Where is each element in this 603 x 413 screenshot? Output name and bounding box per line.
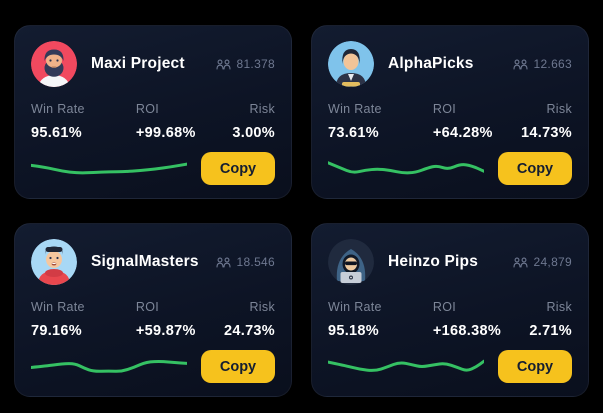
provider-name: AlphaPicks bbox=[388, 55, 474, 72]
card-header: Maxi Project 81.378 bbox=[31, 41, 275, 87]
followers-value: 24,879 bbox=[533, 255, 572, 269]
stat-win-rate: Win Rate 73.61% bbox=[328, 102, 433, 141]
users-icon bbox=[216, 59, 232, 70]
stat-roi: ROI +64.28% bbox=[433, 102, 521, 141]
win-rate-label: Win Rate bbox=[328, 102, 382, 116]
stats-row: Win Rate 79.16% ROI +59.87% Risk 24.73% bbox=[31, 300, 275, 339]
users-icon bbox=[513, 257, 529, 268]
win-rate-value: 79.16% bbox=[31, 323, 82, 339]
users-icon bbox=[513, 59, 529, 70]
copy-button[interactable]: Copy bbox=[498, 152, 572, 185]
card-footer: Copy bbox=[31, 152, 275, 185]
card-header: Heinzo Pips 24,879 bbox=[328, 239, 572, 285]
followers-value: 18.546 bbox=[236, 255, 275, 269]
card-footer: Copy bbox=[328, 152, 572, 185]
signal-provider-card: Heinzo Pips 24,879 Win Rate 95.18% ROI +… bbox=[311, 223, 589, 397]
risk-label: Risk bbox=[546, 102, 572, 116]
risk-value: 24.73% bbox=[224, 323, 275, 339]
stat-win-rate: Win Rate 95.61% bbox=[31, 102, 136, 141]
roi-label: ROI bbox=[432, 300, 457, 314]
users-icon bbox=[216, 257, 232, 268]
stats-row: Win Rate 95.18% ROI +168.38% Risk 2.71% bbox=[328, 300, 572, 339]
risk-label: Risk bbox=[249, 102, 275, 116]
risk-label: Risk bbox=[249, 300, 275, 314]
avatar-black-hair-man-icon bbox=[328, 41, 374, 87]
risk-value: 14.73% bbox=[521, 125, 572, 141]
stat-risk: Risk 24.73% bbox=[224, 300, 275, 339]
provider-card-grid: Maxi Project 81.378 Win Rate 95.61% ROI … bbox=[14, 25, 589, 397]
provider-name: Heinzo Pips bbox=[388, 253, 479, 270]
avatar-hooded-hacker-icon bbox=[328, 239, 374, 285]
followers-count: 18.546 bbox=[216, 255, 275, 269]
followers-count: 24,879 bbox=[513, 255, 572, 269]
copy-button[interactable]: Copy bbox=[201, 350, 275, 383]
signal-provider-card: SignalMasters 18.546 Win Rate 79.16% ROI… bbox=[14, 223, 292, 397]
performance-sparkline bbox=[328, 353, 484, 381]
avatar-red-hoodie-man-icon bbox=[31, 239, 77, 285]
win-rate-value: 73.61% bbox=[328, 125, 379, 141]
stat-win-rate: Win Rate 95.18% bbox=[328, 300, 433, 339]
stat-roi: ROI +99.68% bbox=[136, 102, 232, 141]
stats-row: Win Rate 95.61% ROI +99.68% Risk 3.00% bbox=[31, 102, 275, 141]
performance-sparkline bbox=[31, 155, 187, 183]
win-rate-label: Win Rate bbox=[31, 300, 85, 314]
roi-label: ROI bbox=[135, 102, 160, 116]
win-rate-label: Win Rate bbox=[31, 102, 85, 116]
performance-sparkline bbox=[328, 155, 484, 183]
roi-label: ROI bbox=[432, 102, 457, 116]
card-header: AlphaPicks 12.663 bbox=[328, 41, 572, 87]
card-footer: Copy bbox=[31, 350, 275, 383]
risk-value: 2.71% bbox=[529, 323, 572, 339]
signal-provider-card: AlphaPicks 12.663 Win Rate 73.61% ROI +6… bbox=[311, 25, 589, 199]
stat-roi: ROI +168.38% bbox=[433, 300, 529, 339]
stats-row: Win Rate 73.61% ROI +64.28% Risk 14.73% bbox=[328, 102, 572, 141]
risk-label: Risk bbox=[546, 300, 572, 314]
stat-win-rate: Win Rate 79.16% bbox=[31, 300, 136, 339]
roi-value: +64.28% bbox=[432, 125, 493, 141]
performance-sparkline bbox=[31, 353, 187, 381]
roi-value: +99.68% bbox=[135, 125, 196, 141]
roi-label: ROI bbox=[135, 300, 160, 314]
avatar-bearded-man-icon bbox=[31, 41, 77, 87]
provider-name: Maxi Project bbox=[91, 55, 185, 72]
copy-button[interactable]: Copy bbox=[498, 350, 572, 383]
followers-value: 12.663 bbox=[533, 57, 572, 71]
card-header: SignalMasters 18.546 bbox=[31, 239, 275, 285]
win-rate-value: 95.18% bbox=[328, 323, 379, 339]
stat-risk: Risk 14.73% bbox=[521, 102, 572, 141]
signal-provider-card: Maxi Project 81.378 Win Rate 95.61% ROI … bbox=[14, 25, 292, 199]
stat-roi: ROI +59.87% bbox=[136, 300, 224, 339]
roi-value: +59.87% bbox=[135, 323, 196, 339]
win-rate-label: Win Rate bbox=[328, 300, 382, 314]
copy-button[interactable]: Copy bbox=[201, 152, 275, 185]
win-rate-value: 95.61% bbox=[31, 125, 82, 141]
followers-count: 81.378 bbox=[216, 57, 275, 71]
followers-value: 81.378 bbox=[236, 57, 275, 71]
card-footer: Copy bbox=[328, 350, 572, 383]
risk-value: 3.00% bbox=[232, 125, 275, 141]
followers-count: 12.663 bbox=[513, 57, 572, 71]
stat-risk: Risk 2.71% bbox=[529, 300, 572, 339]
roi-value: +168.38% bbox=[432, 323, 502, 339]
provider-name: SignalMasters bbox=[91, 253, 199, 270]
stat-risk: Risk 3.00% bbox=[232, 102, 275, 141]
